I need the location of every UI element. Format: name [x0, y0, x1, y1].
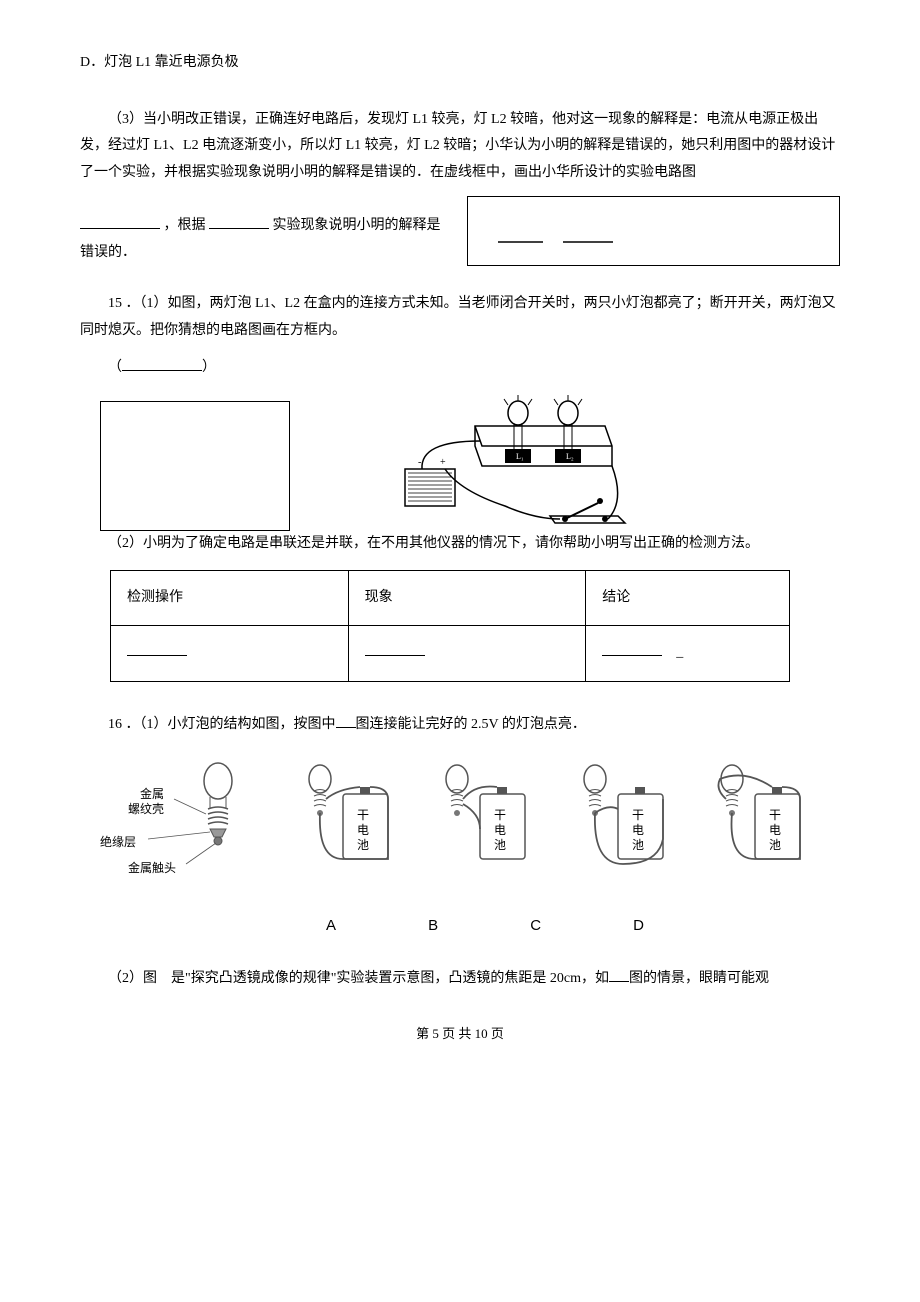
svg-text:干: 干 [494, 808, 506, 822]
anno-contact: 金属触头 [128, 857, 176, 880]
q14-part3-text: （3）当小明改正错误，正确连好电路后，发现灯 L1 较亮，灯 L2 较暗，他对这… [80, 107, 840, 187]
th-operation: 检测操作 [111, 570, 349, 626]
blank-guess[interactable] [122, 370, 202, 371]
bulb-config-a: 干 电 池 [288, 759, 408, 890]
q15-part2-text: （2）小明为了确定电路是串联还是并联，在不用其他仪器的情况下，请你帮助小明写出正… [80, 531, 840, 558]
blank-lens-fig[interactable] [609, 981, 629, 982]
svg-text:-: - [418, 457, 421, 468]
bulb-config-c: 干 电 池 [563, 759, 683, 890]
th-conclusion: 结论 [586, 570, 790, 626]
svg-text:电: 电 [632, 823, 644, 837]
q15-paren-blank: （） [80, 355, 840, 382]
q15-image-row: L₁ L₂ - + [80, 391, 840, 531]
svg-text:池: 池 [632, 838, 644, 852]
label-b: B [428, 912, 438, 941]
battery-label-a: 干 [357, 808, 369, 822]
option-d: D．灯泡 L1 靠近电源负极 [80, 50, 840, 77]
page-footer: 第 5 页 共 10 页 [80, 1022, 840, 1047]
circuit-box-image: L₁ L₂ - + [360, 391, 640, 531]
svg-text:池: 池 [494, 838, 506, 852]
q16-p1-b: 图连接能让完好的 2.5V 的灯泡点亮． [356, 717, 586, 732]
q14-suffix-b: 实验现象说明小明的解释是错误的． [80, 218, 441, 260]
label-d: D [633, 912, 644, 941]
dashed-draw-box[interactable] [467, 196, 841, 266]
q16-p2-a: （2）图 是"探究凸透镜成像的规律"实验装置示意图，凸透镜的焦距是 20cm，如 [108, 971, 609, 986]
label-a: A [326, 912, 336, 941]
svg-text:电: 电 [357, 823, 369, 837]
label-l1: L₁ [516, 452, 524, 461]
label-l2: L₂ [566, 452, 574, 461]
svg-text:+: + [440, 457, 446, 468]
svg-text:电: 电 [769, 823, 781, 837]
svg-text:干: 干 [769, 808, 781, 822]
bulb-diagram-row: 金属螺纹壳 绝缘层 金属触头 干 电 池 干 电 池 [80, 749, 840, 890]
blank-which-fig[interactable] [336, 727, 356, 728]
svg-text:干: 干 [632, 808, 644, 822]
label-c: C [530, 912, 541, 941]
q16-p2-b: 图的情景，眼睛可能观 [629, 971, 769, 986]
q14-suffix-a: ，根据 [164, 218, 206, 233]
bulb-config-b: 干 电 池 [425, 759, 545, 890]
bulb-structure: 金属螺纹壳 绝缘层 金属触头 [100, 759, 270, 889]
bulb-config-d: 干 电 池 [700, 759, 820, 890]
bulb-labels: A B C D [80, 912, 840, 941]
paren-open: （ [108, 360, 122, 375]
cell-operation[interactable] [111, 626, 349, 682]
q16-part2: （2）图 是"探究凸透镜成像的规律"实验装置示意图，凸透镜的焦距是 20cm，如… [80, 966, 840, 993]
svg-text:电: 电 [494, 823, 506, 837]
blank-circuit-drawing[interactable] [80, 228, 160, 229]
q16-part1: 16 ．（1）小灯泡的结构如图，按图中 图连接能让完好的 2.5V 的灯泡点亮． [80, 712, 840, 739]
method-table: 检测操作 现象 结论 _ [110, 570, 790, 682]
anno-insulation: 绝缘层 [100, 831, 136, 854]
q16-p1-a: 16 ．（1）小灯泡的结构如图，按图中 [108, 717, 336, 732]
q15-part1-text: 15 ．（1）如图，两灯泡 L1、L2 在盒内的连接方式未知。当老师闭合开关时，… [80, 291, 840, 344]
cell-phenomenon[interactable] [348, 626, 586, 682]
draw-guess-box[interactable] [100, 401, 290, 531]
q14-blank-row: ，根据 实验现象说明小明的解释是错误的． [80, 196, 840, 266]
blank-phenomenon[interactable] [209, 228, 269, 229]
paren-close: ） [202, 360, 216, 375]
cell-conclusion[interactable]: _ [586, 626, 790, 682]
th-phenomenon: 现象 [348, 570, 586, 626]
svg-text:池: 池 [769, 838, 781, 852]
anno-threadshell: 金属螺纹壳 [128, 787, 164, 816]
svg-text:池: 池 [357, 838, 369, 852]
